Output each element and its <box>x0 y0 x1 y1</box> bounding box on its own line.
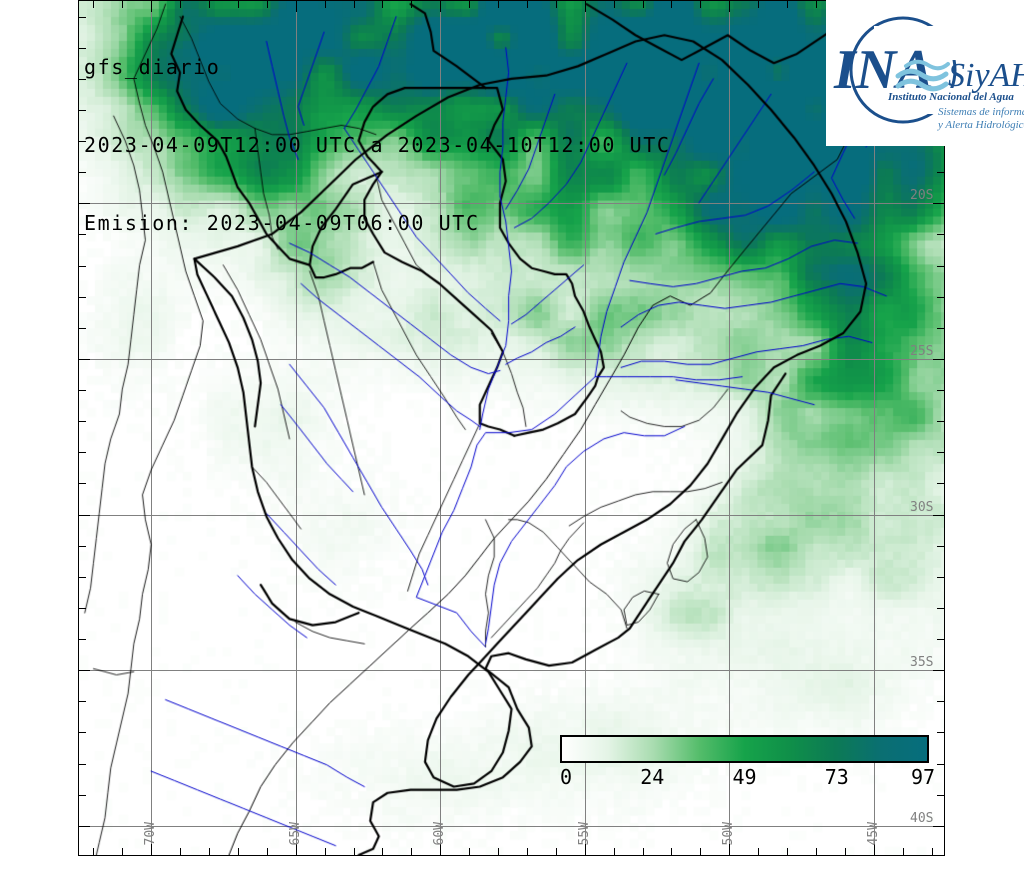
ina-logo-graphic: INA SiyAH Instituto Nacional del Agua Si… <box>833 16 1024 131</box>
colorbar-tick-49: 49 <box>732 765 757 789</box>
lon-axis-label-60W: 60W <box>432 822 448 846</box>
lat-axis-label-35S: 35S <box>910 655 934 671</box>
lon-axis-label-50W: 50W <box>721 822 737 846</box>
lon-axis-label-65W: 65W <box>287 822 303 846</box>
logo-system-text: SiyAH <box>948 57 1024 94</box>
model-name-label: gfs_diario <box>84 55 221 79</box>
lat-axis-label-30S: 30S <box>910 499 934 515</box>
logo-institute-text: Instituto Nacional del Agua <box>887 91 1014 103</box>
lon-axis-label-45W: 45W <box>865 822 881 846</box>
logo-subtitle-line1: Sistemas de información <box>938 106 1024 118</box>
colorbar-tick-97: 97 <box>910 765 936 789</box>
logo-subtitle-line2: y Alerta Hidrológico <box>937 119 1024 131</box>
lat-axis-label-20S: 20S <box>910 188 934 204</box>
colorbar-tick-labels: 0 24 49 73 97 <box>559 763 935 789</box>
geography-overlay-layer <box>79 1 944 855</box>
lon-axis-label-55W: 55W <box>576 822 592 846</box>
ina-siyah-logo: INA SiyAH Instituto Nacional del Agua Si… <box>826 0 1024 146</box>
colorbar-gradient <box>560 735 929 763</box>
valid-period-label: 2023-04-09T12:00 UTC a 2023-04-10T12:00 … <box>84 133 671 157</box>
header-text-block: gfs_diario 2023-04-09T12:00 UTC a 2023-0… <box>84 2 671 288</box>
map-plot-area <box>78 0 945 856</box>
lon-axis-label-70W: 70W <box>143 822 159 846</box>
colorbar-tick-24: 24 <box>640 765 665 789</box>
colorbar: 0 24 49 73 97 <box>559 735 935 789</box>
emission-label: Emision: 2023-04-09T06:00 UTC <box>84 211 480 235</box>
lat-axis-label-25S: 25S <box>910 343 934 359</box>
lat-axis-label-40S: 40S <box>910 810 934 826</box>
colorbar-tick-0: 0 <box>559 765 573 789</box>
colorbar-tick-73: 73 <box>824 765 849 789</box>
